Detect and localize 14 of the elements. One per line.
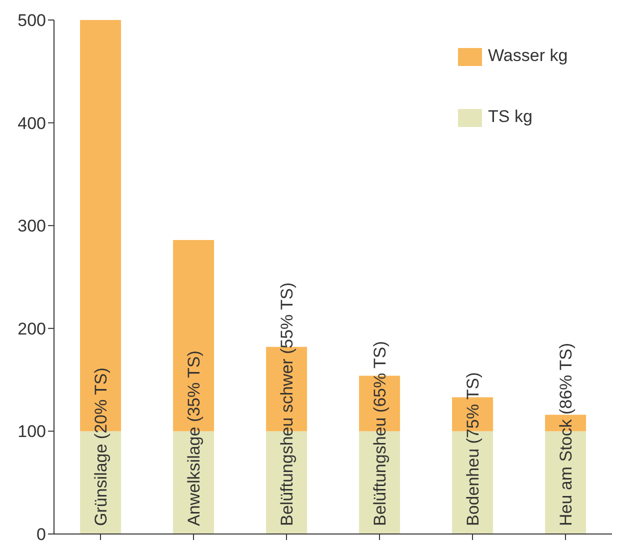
y-tick-label: 500 (18, 11, 46, 30)
x-tick-label: Belüftungsheu schwer (55% TS) (278, 282, 296, 526)
y-tick-label: 0 (36, 525, 46, 544)
y-tick-label: 300 (18, 216, 46, 236)
x-tick-label: Grünsilage (20% TS) (92, 368, 110, 526)
y-tick-label: 200 (18, 319, 46, 338)
x-tick-label: Bodenheu (75% TS) (464, 372, 482, 526)
x-tick-label: Anwelksilage (35% TS) (184, 350, 204, 526)
y-tick-label: 100 (18, 422, 46, 442)
legend-label: Wasser kg (488, 46, 568, 65)
legend-label: TS kg (488, 107, 532, 126)
y-tick-label: 400 (18, 114, 46, 133)
x-tick-label: Heu am Stock (86% TS) (556, 343, 576, 526)
x-tick-label: Belüftungsheu (65% TS) (370, 341, 390, 526)
